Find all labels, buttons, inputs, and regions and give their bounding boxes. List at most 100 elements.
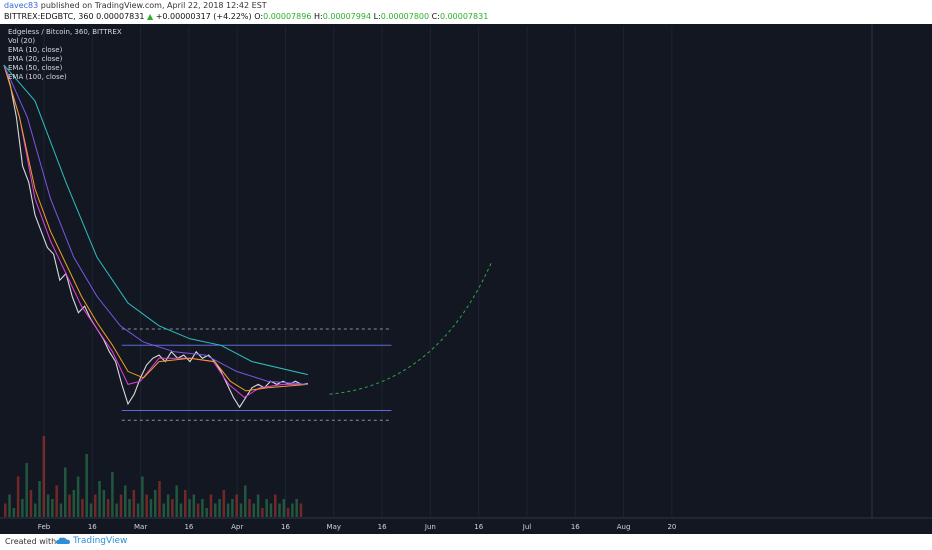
volume-bar — [59, 503, 63, 517]
volume-bar — [98, 481, 101, 517]
volume-bars — [4, 436, 303, 517]
high-value: 0.00007994 — [322, 12, 372, 21]
time-tick-label: 16 — [184, 523, 193, 531]
created-with-text: Created with — [5, 537, 57, 546]
legend-entry: EMA (20, close) — [8, 55, 63, 63]
volume-bar — [46, 494, 50, 517]
volume-bar — [119, 494, 123, 517]
volume-bar — [89, 503, 93, 517]
price-chart[interactable]: TP30.00017020TP20.00013333TP10.000108220… — [0, 24, 932, 534]
legend-entry: Edgeless / Bitcoin, 360, BITTREX — [8, 28, 122, 36]
volume-bar — [261, 508, 264, 517]
volume-bar — [196, 503, 200, 517]
volume-bar — [149, 499, 153, 517]
legend-entry: EMA (100, close) — [8, 73, 67, 81]
volume-bar — [51, 499, 54, 517]
volume-bar — [205, 508, 208, 517]
time-tick-label: 20 — [667, 523, 676, 531]
volume-bar — [16, 476, 20, 517]
time-tick-label: 16 — [571, 523, 580, 531]
volume-bar — [38, 481, 41, 517]
volume-bar — [265, 499, 268, 517]
volume-bar — [192, 494, 196, 517]
volume-bar — [72, 490, 76, 517]
time-tick-label: 16 — [378, 523, 387, 531]
volume-bar — [34, 503, 37, 517]
volume-bar — [244, 485, 247, 517]
volume-bar — [154, 490, 157, 517]
legend-entry: EMA (50, close) — [8, 64, 63, 72]
tradingview-cloud-icon — [56, 537, 70, 544]
volume-bar — [111, 472, 114, 517]
chart-header: davec83 published on TradingView.com, Ap… — [0, 0, 932, 24]
chart-grid — [43, 26, 673, 518]
price-axis[interactable]: 0.000040000.000045000.000050000.00005500… — [871, 24, 922, 518]
volume-bar — [12, 508, 16, 517]
time-tick-label: 16 — [88, 523, 97, 531]
time-tick-label: Apr — [231, 523, 243, 531]
volume-bar — [29, 490, 33, 517]
volume-bar — [239, 503, 243, 517]
volume-bar — [81, 499, 84, 517]
chart-background — [0, 24, 932, 534]
volume-bar — [94, 494, 97, 517]
tradingview-brand[interactable]: TradingView — [56, 536, 127, 546]
low-label: L: — [373, 12, 381, 21]
volume-bar — [269, 503, 273, 517]
open-label: O: — [254, 12, 264, 21]
volume-bar — [162, 503, 166, 517]
time-tick-label: 16 — [474, 523, 483, 531]
volume-bar — [235, 494, 238, 517]
volume-bar — [299, 503, 303, 517]
ema-line — [3, 64, 308, 385]
price-line — [3, 64, 308, 409]
volume-bar — [166, 494, 170, 517]
up-arrow-icon: ▲ — [146, 12, 154, 21]
volume-bar — [25, 463, 28, 517]
volume-bar — [102, 490, 106, 517]
volume-bar — [124, 485, 127, 517]
volume-bar — [218, 499, 221, 517]
volume-bar — [85, 454, 88, 517]
volume-bar — [115, 503, 118, 517]
volume-bar — [286, 508, 290, 517]
projection-curve — [329, 260, 493, 395]
volume-bar — [106, 499, 110, 517]
time-tick-label: May — [327, 523, 341, 531]
tradingview-label: TradingView — [73, 536, 128, 546]
time-tick-label: Jun — [424, 523, 436, 531]
time-tick-label: Aug — [617, 523, 631, 531]
volume-bar — [128, 499, 131, 517]
volume-bar — [8, 494, 11, 517]
volume-bar — [145, 494, 148, 517]
volume-bar — [209, 494, 213, 517]
volume-bar — [132, 490, 136, 517]
time-axis[interactable]: Feb 16 Mar 16 Apr 16 May 16 Jun 16 Jul 16 Aug 20 — [0, 517, 932, 531]
volume-bar — [175, 485, 178, 517]
volume-bar — [256, 494, 260, 517]
volume-bar — [274, 494, 277, 517]
volume-bar — [252, 503, 256, 517]
volume-bar — [231, 499, 234, 517]
ema-line — [3, 64, 308, 376]
symbol-info: BITTREX:EDGBTC, 360 0.00007831 ▲ +0.0000… — [4, 12, 488, 21]
time-tick-label: Feb — [38, 523, 51, 531]
author-link[interactable]: davec83 — [4, 1, 39, 10]
symbol-label: BITTREX:EDGBTC, 360 — [4, 12, 94, 21]
volume-bar — [201, 499, 204, 517]
volume-bar — [179, 503, 183, 517]
time-tick-label: 16 — [281, 523, 290, 531]
volume-bar — [184, 490, 187, 517]
volume-bar — [21, 499, 24, 517]
footer: Created with TradingView — [0, 534, 932, 550]
legend-entry: Vol (20) — [8, 37, 35, 45]
volume-bar — [76, 476, 80, 517]
volume-bar — [188, 499, 191, 517]
ema-line — [3, 64, 308, 399]
low-value: 0.00007800 — [380, 12, 430, 21]
volume-bar — [136, 503, 140, 517]
close-value: 0.00007831 — [439, 12, 489, 21]
volume-bar — [295, 499, 298, 517]
volume-bar — [222, 490, 226, 517]
time-tick-label: Jul — [522, 523, 532, 531]
